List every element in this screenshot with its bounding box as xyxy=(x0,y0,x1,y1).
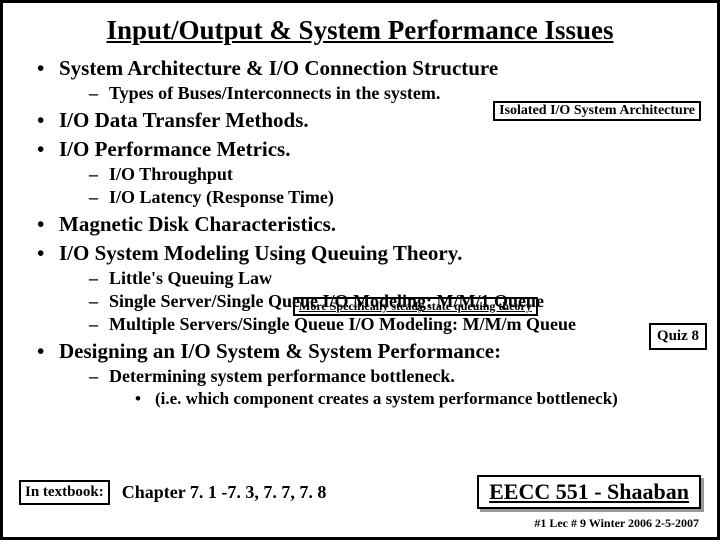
bullet-l2: Determining system performance bottlenec… xyxy=(19,366,701,387)
bullet-l3: (i.e. which component creates a system p… xyxy=(19,389,701,409)
course-badge: EECC 551 - Shaaban xyxy=(477,475,701,509)
bullet-l2: I/O Throughput xyxy=(19,164,701,185)
bullet-l2: Multiple Servers/Single Queue I/O Modeli… xyxy=(19,314,701,335)
textbook-group: In textbook: Chapter 7. 1 -7. 3, 7. 7, 7… xyxy=(19,480,326,505)
bullet-l1: System Architecture & I/O Connection Str… xyxy=(19,56,701,81)
bullet-l2: Single Server/Single Queue I/O Modeling:… xyxy=(19,291,701,312)
lecture-line: #1 Lec # 9 Winter 2006 2-5-2007 xyxy=(534,516,699,531)
bullet-l1: I/O Data Transfer Methods. xyxy=(19,108,701,133)
bullet-l1: I/O Performance Metrics. xyxy=(19,137,701,162)
slide-container: Input/Output & System Performance Issues… xyxy=(0,0,720,540)
footer-row: In textbook: Chapter 7. 1 -7. 3, 7. 7, 7… xyxy=(19,475,701,509)
bullet-l1: Magnetic Disk Characteristics. xyxy=(19,212,701,237)
textbook-label: In textbook: xyxy=(19,480,110,505)
bullet-l1: Designing an I/O System & System Perform… xyxy=(19,339,701,364)
bullet-l1: I/O System Modeling Using Queuing Theory… xyxy=(19,241,701,266)
slide-title: Input/Output & System Performance Issues xyxy=(19,15,701,46)
bullet-l2: I/O Latency (Response Time) xyxy=(19,187,701,208)
bullet-l2: Little's Queuing Law xyxy=(19,268,701,289)
chapter-ref: Chapter 7. 1 -7. 3, 7. 7, 7. 8 xyxy=(122,482,327,503)
